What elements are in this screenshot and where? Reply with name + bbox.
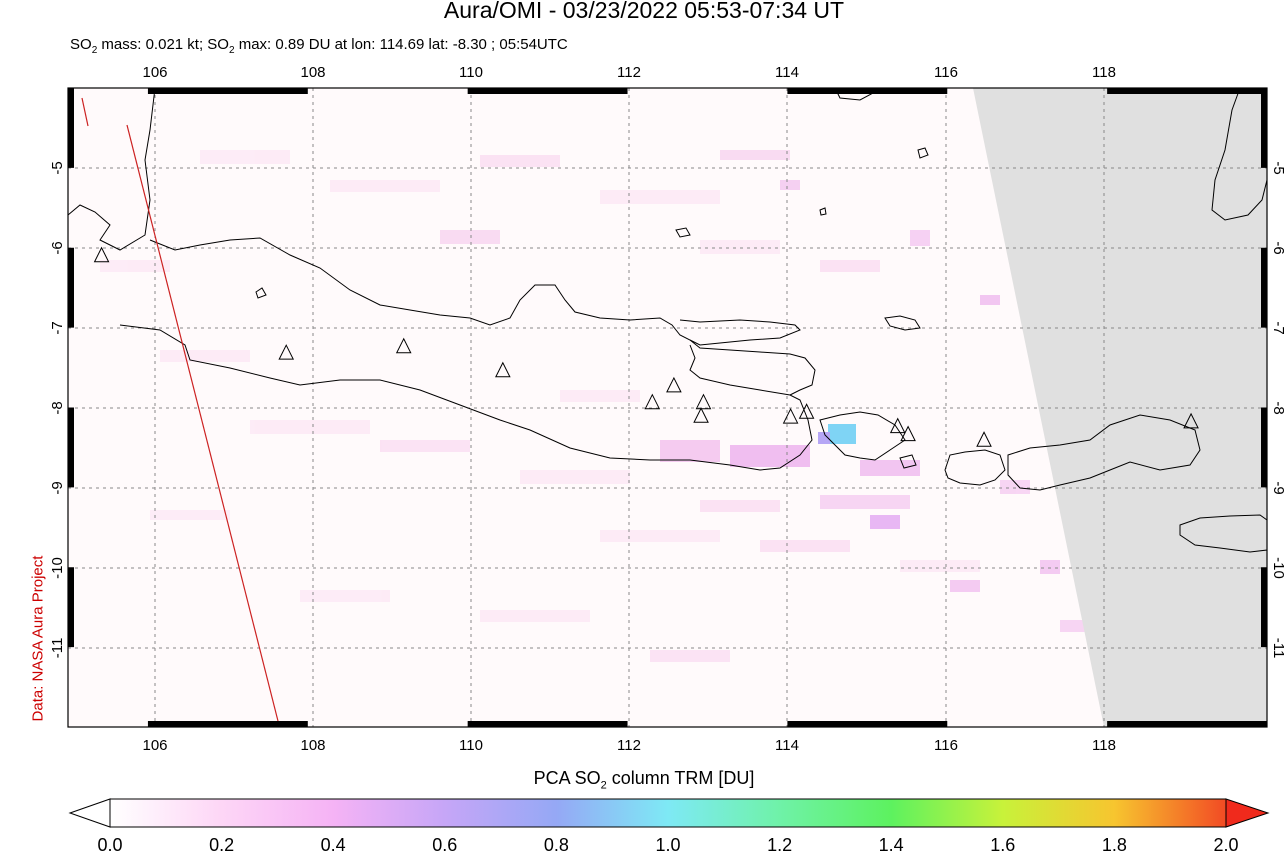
colorbar-ramp [109, 798, 1227, 828]
svg-text:-7: -7 [1270, 321, 1287, 334]
volcano-marker [666, 376, 682, 393]
colorbar-tick-label: 1.4 [878, 835, 904, 855]
border-scale-segment [68, 88, 74, 168]
volcano-marker [782, 407, 799, 424]
map-subtitle: SO2 mass: 0.021 kt; SO2 max: 0.89 DU at … [70, 36, 568, 56]
svg-text:-10: -10 [49, 557, 66, 579]
lon-tick-labels: 106 108 110 112 114 116 118 106 108 110 … [142, 64, 1115, 754]
svg-text:-10: -10 [1270, 557, 1287, 579]
border-scale-segment [1261, 567, 1267, 648]
volcano-marker [93, 246, 110, 263]
border-scale-segment [787, 88, 948, 94]
so2-max-pixel [828, 424, 856, 444]
volcano-marker [495, 361, 511, 378]
border-scale-segment [68, 247, 74, 328]
svg-text:110: 110 [459, 737, 483, 754]
volcano-marker [278, 344, 295, 360]
border-scale-segment [787, 721, 948, 727]
volcano-marker [798, 403, 815, 419]
svg-text:-5: -5 [49, 161, 66, 174]
colorbar-tick-label: 1.0 [655, 835, 681, 855]
border-scale-segment [467, 721, 628, 727]
volcano-marker [889, 417, 906, 434]
svg-text:-8: -8 [1270, 401, 1287, 414]
volcano-marker [1183, 412, 1199, 429]
colorbar-tick-label: 1.8 [1101, 835, 1127, 855]
colorbar-title: PCA SO2 column TRM [DU] [533, 768, 755, 792]
svg-text:118: 118 [1092, 737, 1116, 754]
svg-text:116: 116 [934, 64, 958, 81]
border-scale-segment [68, 407, 74, 488]
svg-text:-8: -8 [49, 401, 66, 414]
border-scale-segment [1261, 407, 1267, 488]
orbit-track-segment [81, 97, 89, 127]
colorbar-tick-label: 2.0 [1213, 835, 1239, 855]
map-figure: 106 108 110 112 114 116 118 106 108 110 … [49, 64, 1287, 754]
colorbar-under-arrow [68, 798, 111, 828]
svg-text:-7: -7 [49, 321, 66, 334]
svg-text:-9: -9 [1270, 481, 1287, 494]
svg-text:118: 118 [1092, 64, 1116, 81]
colorbar-tick-label: 0.4 [320, 835, 346, 855]
volcano-marker [976, 431, 992, 447]
map-title: Aura/OMI - 03/23/2022 05:53-07:34 UT [443, 0, 845, 23]
svg-text:116: 116 [934, 737, 958, 754]
svg-text:-9: -9 [49, 481, 66, 494]
border-scale-segment [1107, 721, 1267, 727]
colorbar-over-arrow [1225, 798, 1270, 828]
svg-text:-6: -6 [49, 241, 66, 254]
volcano-marker [695, 393, 712, 410]
volcano-marker [693, 407, 709, 423]
border-scale-segment [68, 567, 74, 648]
svg-text:-6: -6 [1270, 241, 1287, 254]
svg-text:112: 112 [617, 737, 641, 754]
svg-text:114: 114 [775, 737, 799, 754]
svg-text:-11: -11 [49, 638, 66, 659]
so2-retrieval-pixels [100, 150, 1090, 662]
colorbar-tick-label: 0.8 [543, 835, 569, 855]
colorbar-tick-label: 0.0 [97, 835, 123, 855]
colorbar-tick-label: 0.2 [209, 835, 235, 855]
orbit-track [126, 124, 280, 726]
svg-text:114: 114 [775, 64, 799, 81]
svg-text:-11: -11 [1270, 638, 1287, 659]
colorbar-tick-label: 1.6 [990, 835, 1016, 855]
volcano-markers [93, 246, 1199, 447]
border-scale-segment [1107, 88, 1267, 94]
svg-text:110: 110 [459, 64, 483, 81]
lat-tick-labels: -5 -6 -7 -8 -9 -10 -11 -5 -6 -7 -8 -9 -1… [49, 161, 1287, 658]
svg-text:106: 106 [142, 64, 167, 81]
map-border-scale [68, 88, 1267, 727]
colorbar-tick-label: 1.2 [767, 835, 793, 855]
volcano-marker [395, 337, 412, 354]
svg-text:108: 108 [300, 64, 325, 81]
svg-text:112: 112 [617, 64, 641, 81]
graticule [68, 88, 1267, 727]
volcano-marker [644, 393, 661, 410]
border-scale-segment [1261, 247, 1267, 328]
colorbar [68, 798, 1270, 828]
volcano-marker [900, 425, 916, 442]
coastlines [67, 87, 1268, 553]
svg-text:-5: -5 [1270, 161, 1287, 174]
border-scale-segment [147, 721, 308, 727]
svg-text:108: 108 [300, 737, 325, 754]
colorbar-tick-label: 0.6 [432, 835, 458, 855]
border-scale-segment [467, 88, 628, 94]
border-scale-segment [1261, 88, 1267, 168]
svg-text:106: 106 [142, 737, 167, 754]
border-scale-segment [147, 88, 308, 94]
